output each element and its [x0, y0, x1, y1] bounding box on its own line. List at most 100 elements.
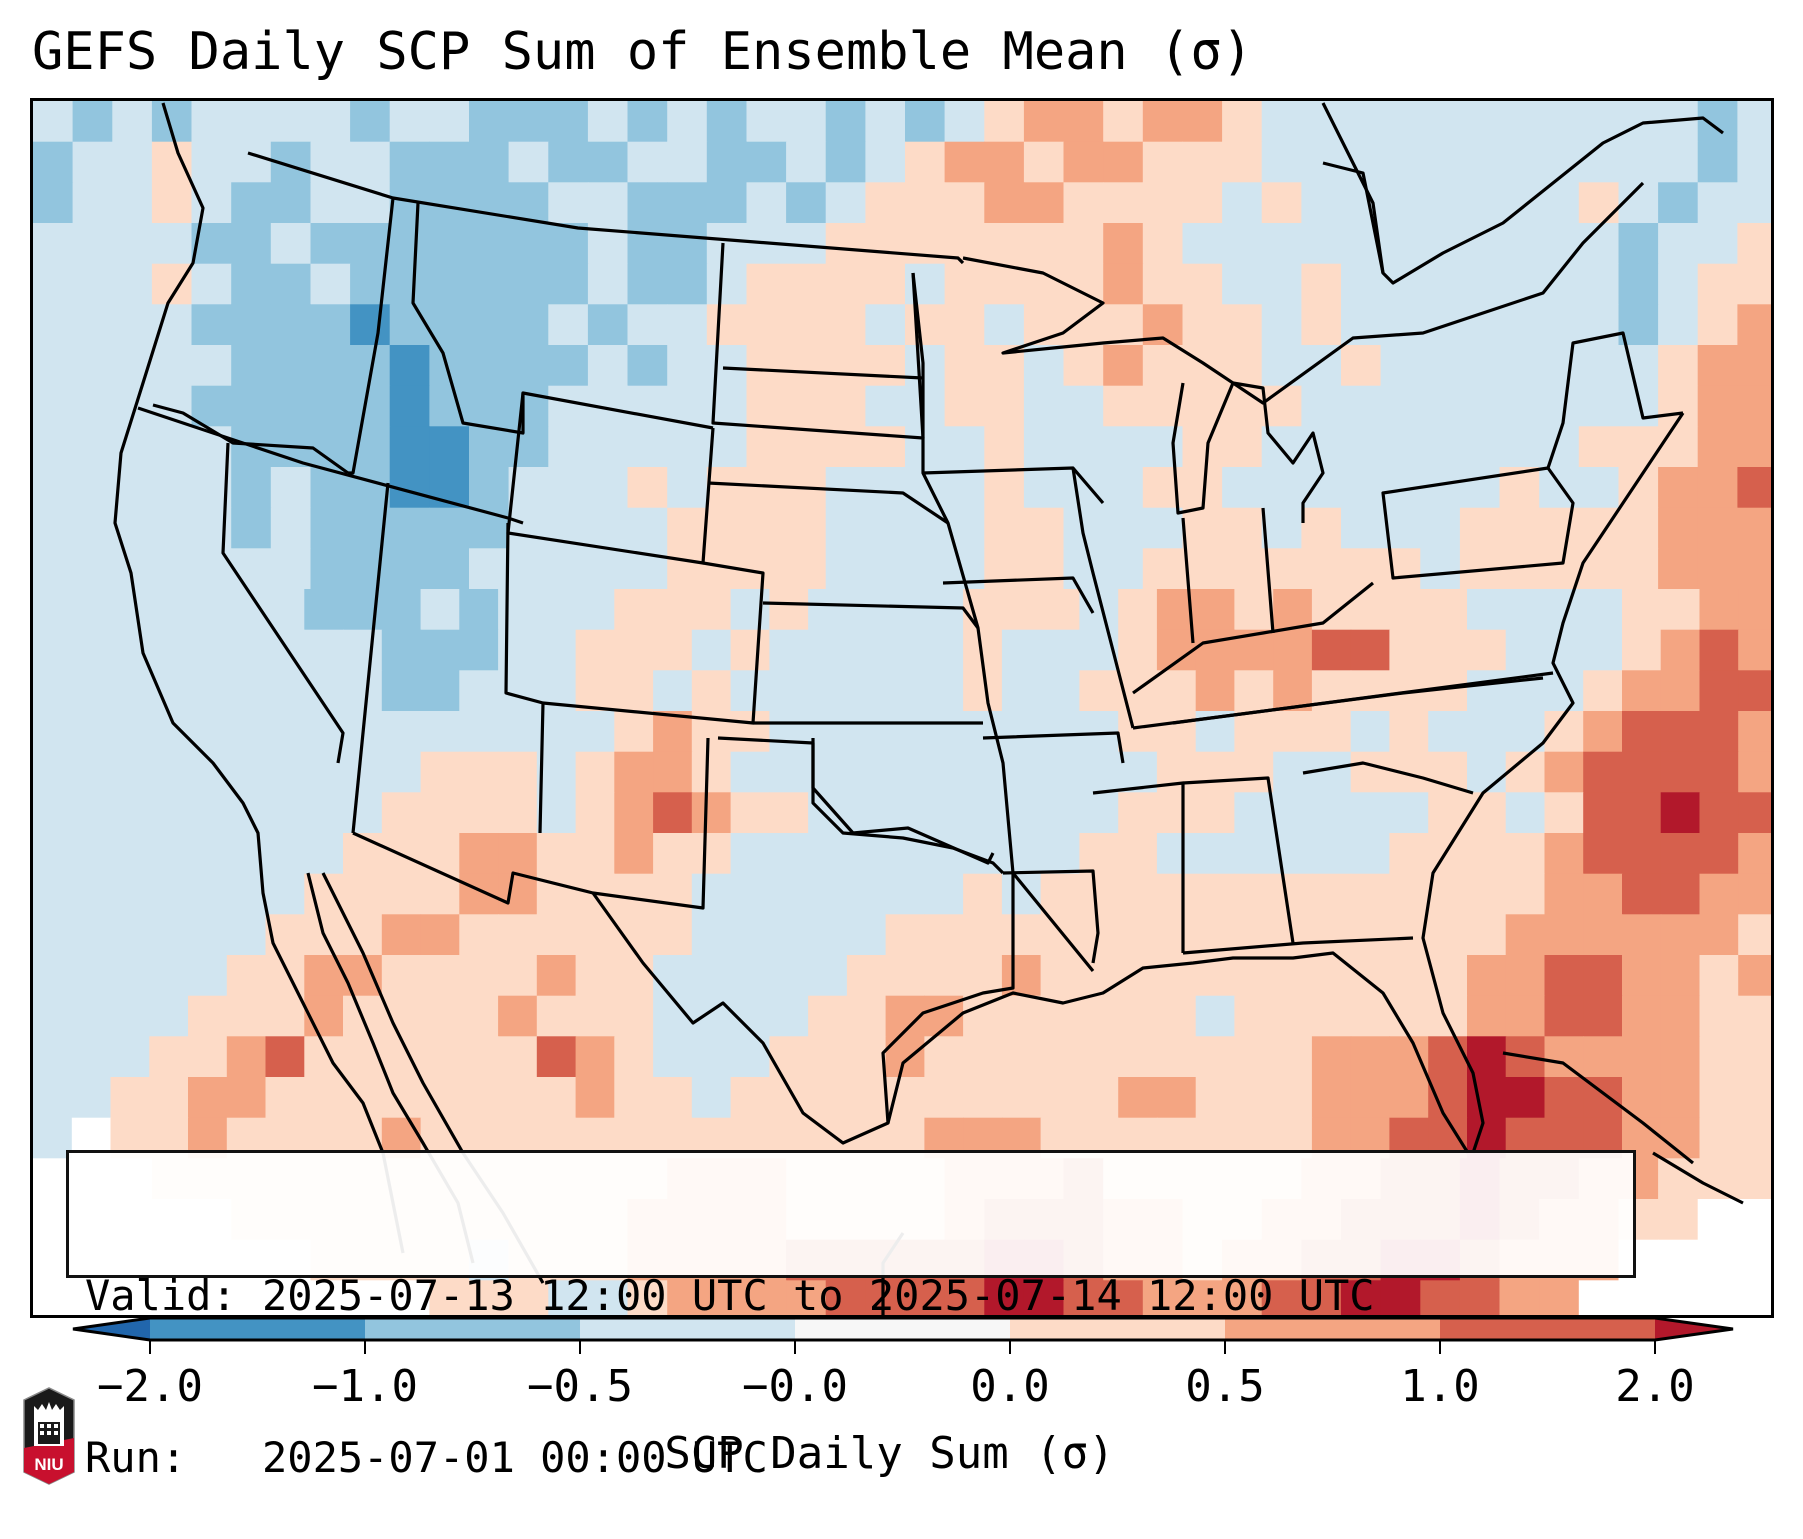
heatmap-cell [1142, 345, 1183, 387]
heatmap-cell [1156, 1036, 1197, 1078]
heatmap-cell [865, 507, 906, 549]
heatmap-cell [33, 1117, 73, 1159]
heatmap-cell [1699, 1036, 1739, 1078]
state-wa-or [152, 403, 349, 475]
heatmap-cell [1738, 670, 1771, 712]
heatmap-cell [72, 223, 113, 265]
heatmap-cell [1063, 304, 1104, 346]
heatmap-cell [1737, 223, 1771, 265]
heatmap-cell [1380, 385, 1421, 427]
heatmap-cell [1261, 223, 1302, 265]
heatmap-cell [350, 101, 391, 143]
heatmap-cell [614, 955, 654, 997]
heatmap-cell [1738, 833, 1771, 875]
heatmap-cell [270, 304, 311, 346]
heatmap-cell [389, 263, 430, 305]
heatmap-cell [808, 1036, 848, 1078]
heatmap-cell [1118, 1036, 1158, 1078]
heatmap-cell [343, 914, 383, 956]
heatmap-cell [1063, 426, 1104, 468]
heatmap-cell [1738, 1036, 1771, 1078]
colorbar-tick-label: −2.0 [97, 1361, 203, 1412]
heatmap-cell [1001, 751, 1042, 793]
heatmap-cell [1699, 629, 1739, 671]
heatmap-cell [548, 426, 589, 468]
heatmap-cell [1341, 345, 1382, 387]
heatmap-cell [1467, 751, 1507, 793]
heatmap-cell [1079, 995, 1119, 1037]
heatmap-cell [1505, 629, 1546, 671]
heatmap-cell [769, 751, 809, 793]
heatmap-cell [653, 833, 693, 875]
heatmap-cell [265, 873, 305, 915]
heatmap-cell [151, 467, 193, 509]
heatmap-cell [1156, 955, 1197, 997]
heatmap-cell [924, 629, 964, 671]
heatmap-cell [653, 629, 693, 671]
heatmap-cell [1467, 833, 1507, 875]
heatmap-cell [627, 1280, 668, 1315]
heatmap-cell [1697, 507, 1738, 549]
heatmap-cell [786, 304, 827, 346]
heatmap-cell [846, 995, 887, 1037]
heatmap-cell [1142, 141, 1183, 183]
heatmap-cell [1222, 467, 1263, 509]
heatmap-cell [381, 792, 422, 834]
heatmap-cell [1103, 385, 1144, 427]
heatmap-cell [33, 1077, 73, 1119]
heatmap-cell [825, 345, 866, 387]
heatmap-cell [343, 873, 383, 915]
heatmap-cell [575, 955, 615, 997]
heatmap-cell [1103, 467, 1144, 509]
heatmap-cell [706, 345, 747, 387]
heatmap-cell [1063, 141, 1104, 183]
heatmap-cell [575, 833, 615, 875]
heatmap-cell [808, 629, 848, 671]
heatmap-cell [1341, 507, 1382, 549]
heatmap-cell [112, 101, 153, 143]
heatmap-cell [1544, 1036, 1584, 1078]
heatmap-cell [548, 263, 589, 305]
heatmap-cell [469, 263, 510, 305]
heatmap-cell [343, 833, 383, 875]
heatmap-cell [653, 751, 693, 793]
heatmap-cell [420, 955, 460, 997]
heatmap-cell [265, 995, 305, 1037]
heatmap-cell [112, 507, 153, 549]
heatmap-cell [1738, 589, 1771, 631]
heatmap-cell [420, 833, 460, 875]
heatmap-cell [1578, 101, 1619, 143]
heatmap-cell [865, 223, 906, 265]
heatmap-cell [865, 304, 906, 346]
colorbar-tick-label: −1.0 [312, 1361, 418, 1412]
heatmap-cell [1428, 955, 1468, 997]
heatmap-cell [706, 263, 747, 305]
heatmap-cell [587, 1280, 629, 1315]
heatmap-cell [846, 955, 887, 997]
heatmap-cell [1539, 223, 1580, 265]
heatmap-cell [469, 385, 510, 427]
heatmap-cell [459, 833, 499, 875]
heatmap-cell [984, 141, 1025, 183]
heatmap-cell [1658, 548, 1699, 590]
state-id-mt [348, 197, 395, 475]
heatmap-cell [1459, 263, 1501, 305]
heatmap-cell [1103, 548, 1144, 590]
heatmap-cell [149, 1036, 189, 1078]
heatmap-cell [1234, 833, 1274, 875]
heatmap-cell [350, 385, 391, 427]
heatmap-cell [1195, 873, 1236, 915]
heatmap-cell [1063, 345, 1104, 387]
heatmap-cell [188, 914, 228, 956]
heatmap-cell [71, 589, 112, 631]
heatmap-cell [653, 955, 693, 997]
heatmap-cell [1697, 101, 1738, 143]
heatmap-cell [1618, 385, 1659, 427]
heatmap-cell [1618, 263, 1659, 305]
heatmap-cell [1420, 345, 1461, 387]
heatmap-cell [265, 792, 305, 834]
heatmap-cell [1023, 548, 1065, 590]
heatmap-cell [1182, 182, 1223, 224]
heatmap-cell [459, 751, 499, 793]
heatmap-cell [1040, 1077, 1080, 1119]
